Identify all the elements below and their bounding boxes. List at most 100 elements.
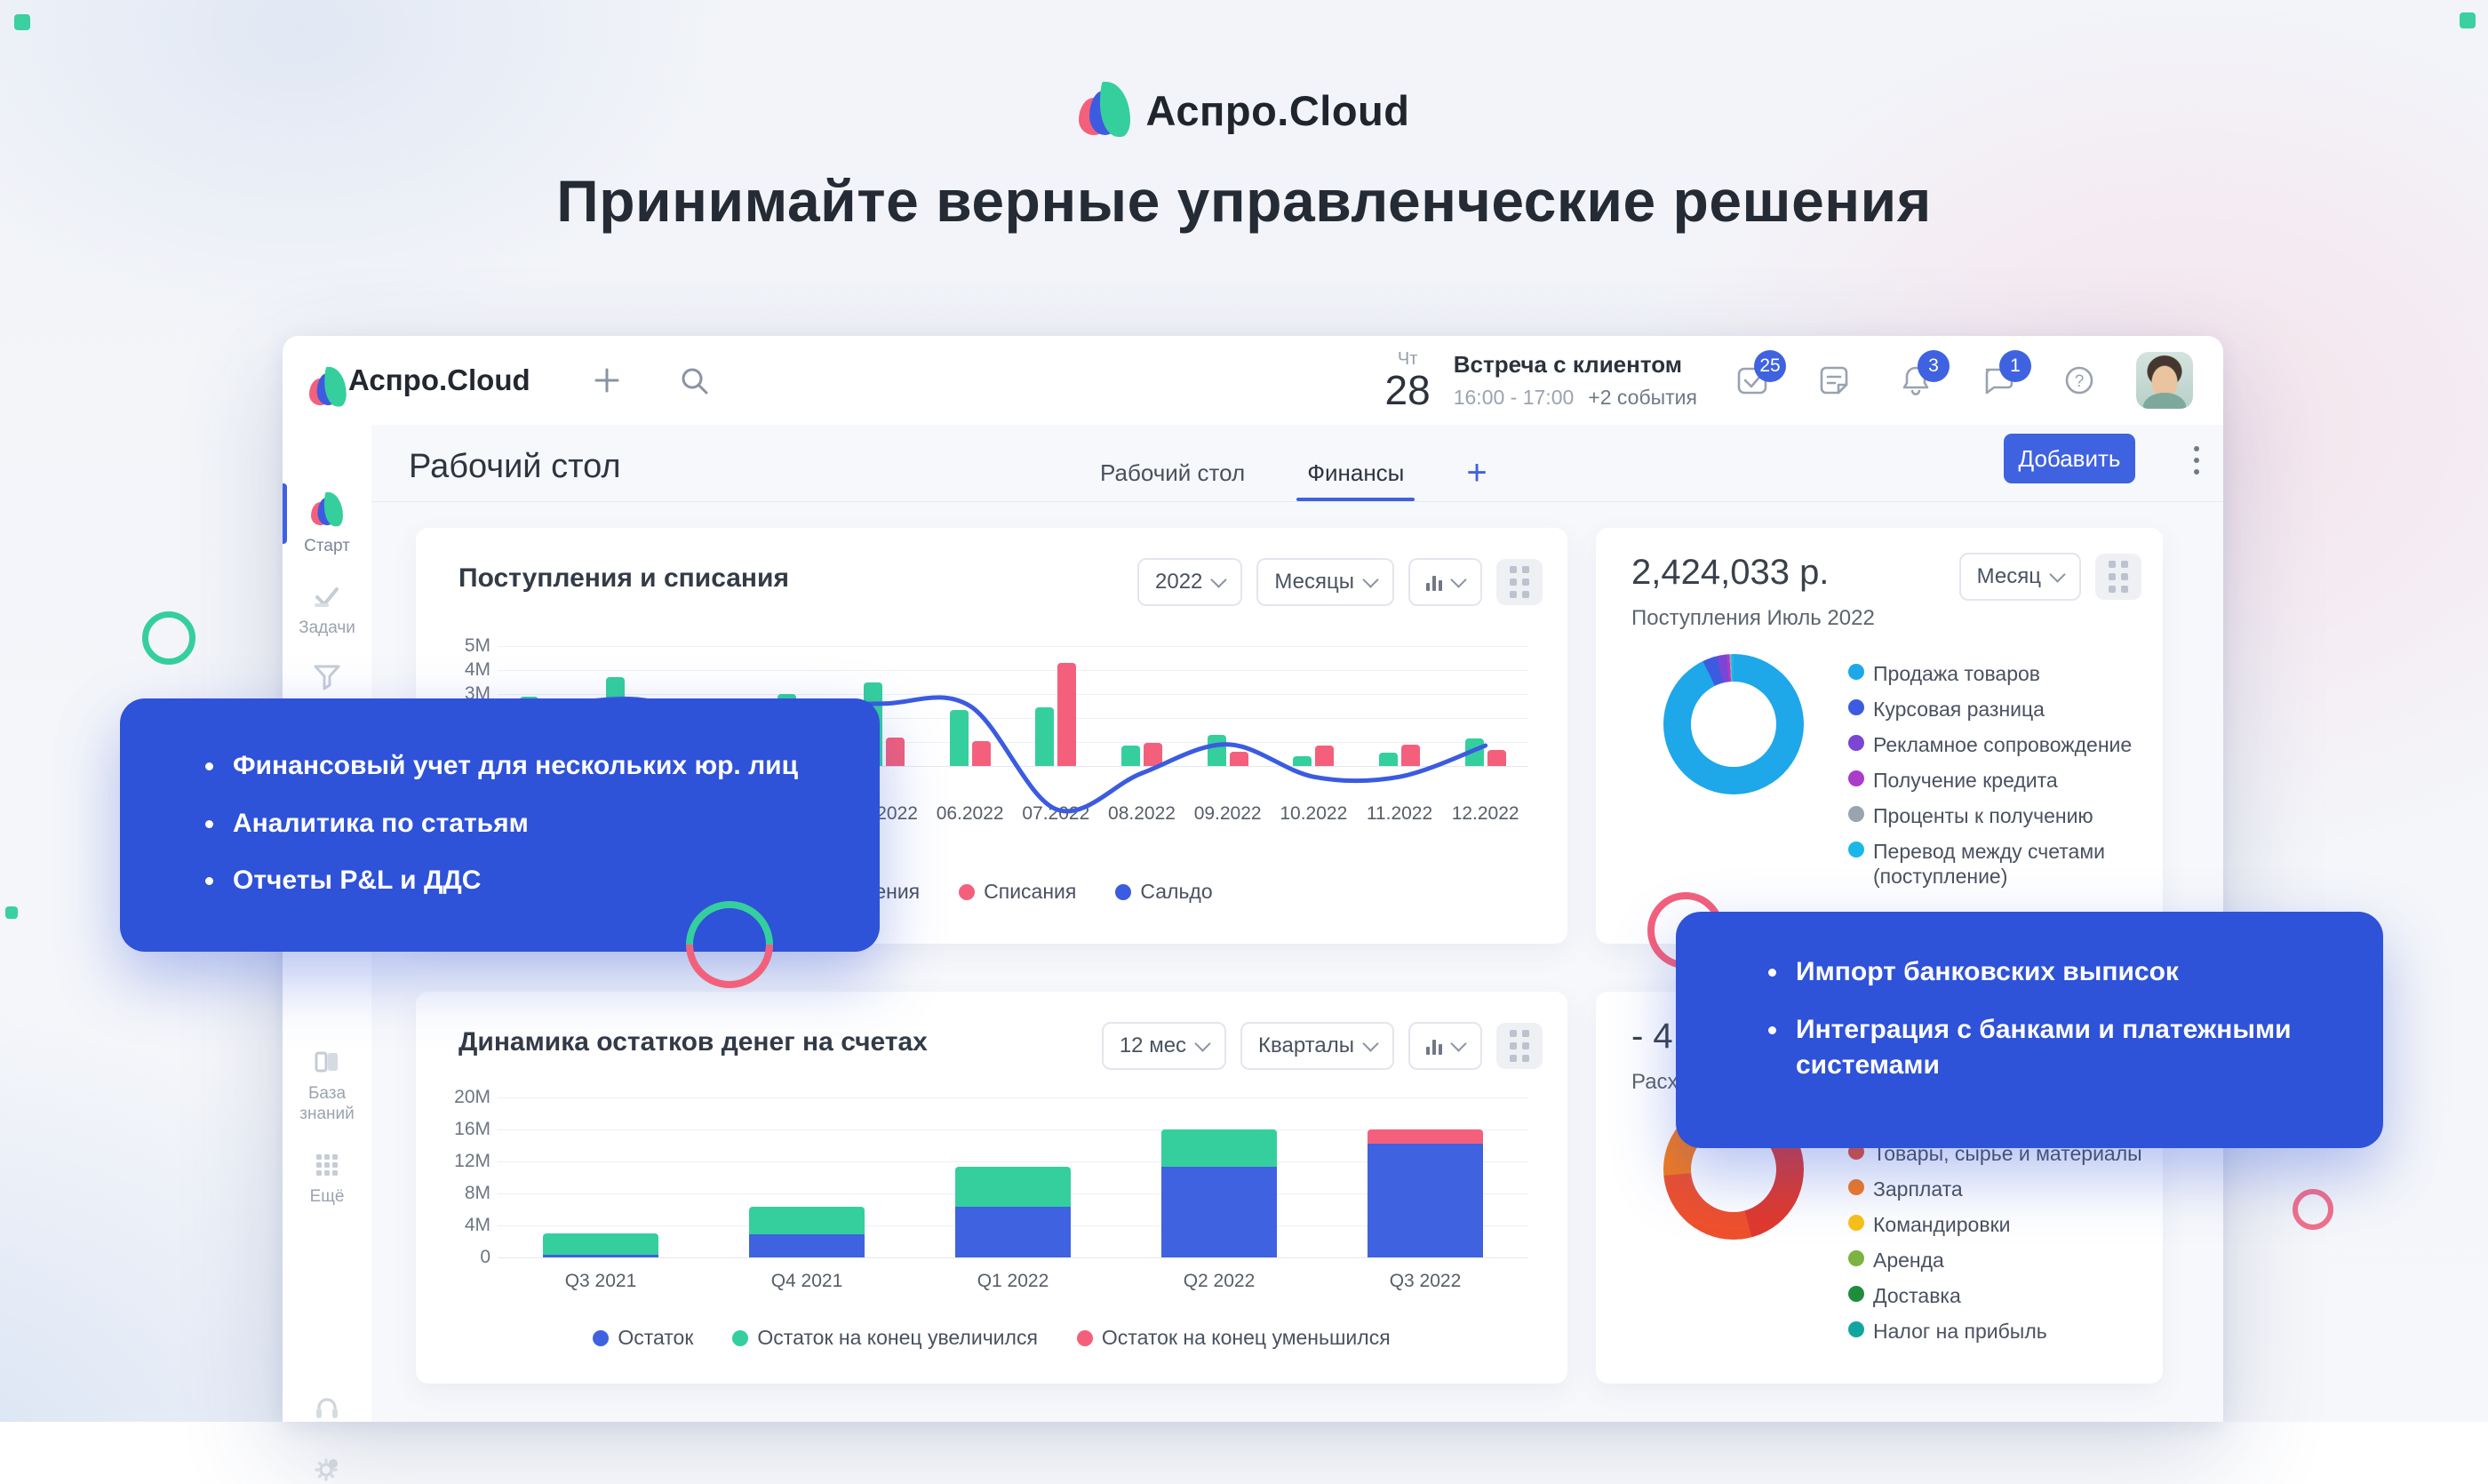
legend-item[interactable]: Зарплата [1848, 1177, 2150, 1201]
income-bar[interactable] [1035, 706, 1055, 766]
x-axis-label: 08.2022 [1108, 803, 1176, 824]
bell-icon[interactable]: 3 [1896, 350, 1950, 400]
chat-icon[interactable]: 1 [1978, 350, 2031, 400]
stacked-bar-segment[interactable] [543, 1255, 658, 1257]
stacked-bar-segment[interactable] [1161, 1167, 1277, 1257]
period-dropdown[interactable]: Кварталы [1240, 1022, 1394, 1070]
card-filters: 12 мес Кварталы [1101, 1022, 1543, 1070]
legend-dot [1848, 1215, 1864, 1232]
help-icon[interactable]: ? [2060, 361, 2099, 400]
x-axis-label: Q3 2022 [1389, 1271, 1462, 1291]
range-dropdown[interactable]: 12 мес [1101, 1022, 1227, 1070]
income-donut-chart[interactable] [1663, 654, 1804, 794]
drag-handle-icon[interactable] [1496, 559, 1543, 605]
balance-chart: 20M 16M 12M 8M 4M 0 Q3 2021 Q4 2021 Q1 2022 Q2 20… [416, 992, 1567, 1384]
y-axis-tick: 0 [480, 1247, 490, 1267]
tab-desktop[interactable]: Рабочий стол [1100, 459, 1246, 486]
legend-item[interactable]: Остаток на конец уменьшился [1076, 1326, 1391, 1350]
y-axis-tick: 12M [454, 1151, 490, 1171]
search-icon[interactable] [674, 361, 714, 400]
sidebar-item-settings[interactable] [283, 1454, 371, 1484]
legend-item[interactable]: Списания [959, 880, 1076, 904]
app-logo-icon [309, 366, 347, 407]
outcome-bar[interactable] [971, 740, 991, 766]
more-grid-icon [312, 1150, 342, 1180]
add-button[interactable]: Добавить [2004, 434, 2135, 483]
calendar-date[interactable]: Чт 28 [1385, 350, 1431, 411]
outcome-bar[interactable] [886, 737, 905, 766]
card-title: Динамика остатков денег на счетах [459, 1027, 928, 1057]
sidebar-item-start[interactable]: Старт [283, 483, 371, 557]
income-bar[interactable] [949, 709, 969, 766]
legend-item[interactable]: Сальдо [1115, 880, 1213, 904]
chart-type-dropdown[interactable] [1408, 1022, 1482, 1070]
income-bar[interactable] [1293, 756, 1312, 766]
chart-type-dropdown[interactable] [1408, 558, 1482, 606]
event-summary[interactable]: Встреча с клиентом 16:00 - 17:00 +2 событ… [1454, 350, 1697, 410]
stacked-bar-segment[interactable] [749, 1207, 865, 1234]
x-axis-label: 09.2022 [1193, 803, 1262, 824]
outcome-bar[interactable] [1487, 750, 1506, 766]
bullet-dot-icon [1768, 969, 1776, 977]
stacked-bar-segment[interactable] [1161, 1129, 1277, 1168]
outcome-bar[interactable] [1144, 743, 1162, 766]
sidebar-item-more[interactable]: Ещё [283, 1150, 371, 1208]
legend-item[interactable]: Продажа товаров [1848, 661, 2150, 686]
decor-ring-pink-small [2293, 1189, 2333, 1230]
legend-label: Аренда [1873, 1249, 1944, 1273]
create-plus-icon[interactable] [587, 361, 626, 400]
stacked-bar-segment[interactable] [543, 1233, 658, 1256]
header-divider [371, 501, 2223, 502]
sidebar-item-support[interactable] [283, 1393, 371, 1424]
sidebar-item-knowledge[interactable]: База знаний [283, 1047, 371, 1125]
stacked-bar-segment[interactable] [749, 1233, 865, 1257]
income-bar[interactable] [1379, 753, 1398, 766]
legend-item[interactable]: Курсовая разница [1848, 697, 2150, 722]
notes-icon[interactable] [1814, 361, 1854, 400]
event-time: 16:00 - 17:00 [1453, 385, 1575, 409]
legend-item[interactable]: Доставка [1848, 1283, 2150, 1308]
tasks-icon[interactable]: 25 [1733, 350, 1786, 400]
legend-dot [1848, 664, 1864, 680]
legend-label: Доставка [1873, 1284, 1961, 1308]
add-tab-plus-icon[interactable]: + [1466, 453, 1487, 492]
legend-item[interactable]: Остаток [593, 1326, 693, 1350]
sidebar-item-tasks[interactable]: Задачи [283, 581, 371, 639]
stacked-bar-segment[interactable] [955, 1207, 1071, 1257]
legend-label: Зарплата [1873, 1177, 1963, 1201]
year-dropdown[interactable]: 2022 [1137, 558, 1243, 606]
card-filters: 2022 Месяцы [1137, 558, 1543, 606]
stacked-bar-segment[interactable] [1368, 1129, 1483, 1145]
decor-square [2460, 12, 2476, 28]
legend-item[interactable]: Командировки [1848, 1212, 2150, 1237]
income-bar[interactable] [1207, 734, 1226, 766]
sidebar-item-label: Ещё [309, 1187, 345, 1206]
outcome-bar[interactable] [1057, 662, 1077, 766]
legend-item[interactable]: Рекламное сопровождение [1848, 732, 2150, 757]
stacked-bar-segment[interactable] [1368, 1144, 1483, 1257]
outcome-bar[interactable] [1229, 751, 1248, 766]
outcome-bar[interactable] [1315, 746, 1335, 766]
tab-finance[interactable]: Финансы [1296, 444, 1415, 501]
legend-item[interactable]: Перевод между счетами (поступление) [1848, 839, 2150, 889]
legend-dot [1848, 1250, 1864, 1267]
period-dropdown[interactable]: Месяцы [1256, 558, 1394, 606]
bullet-dot-icon [1768, 1025, 1776, 1034]
income-bar[interactable] [1121, 746, 1140, 766]
legend-item[interactable]: Проценты к получению [1848, 803, 2150, 828]
legend-item[interactable]: Остаток на конец увеличился [732, 1326, 1038, 1350]
outcome-bar[interactable] [1401, 744, 1420, 766]
legend-item[interactable]: Налог на прибыль [1848, 1319, 2150, 1344]
drag-handle-icon[interactable] [2095, 554, 2141, 600]
user-avatar[interactable] [2136, 352, 2193, 409]
legend-item[interactable]: Получение кредита [1848, 768, 2150, 793]
drag-handle-icon[interactable] [1496, 1023, 1543, 1069]
stacked-bar-segment[interactable] [955, 1167, 1071, 1208]
income-bar[interactable] [1464, 738, 1484, 766]
x-axis-label: Q4 2021 [770, 1271, 843, 1291]
month-dropdown[interactable]: Месяц [1958, 553, 2081, 601]
gridline [498, 1129, 1528, 1130]
kebab-menu-icon[interactable] [2179, 441, 2214, 480]
legend-item[interactable]: Аренда [1848, 1248, 2150, 1273]
app-brand[interactable]: Аспро.Cloud [283, 362, 530, 407]
